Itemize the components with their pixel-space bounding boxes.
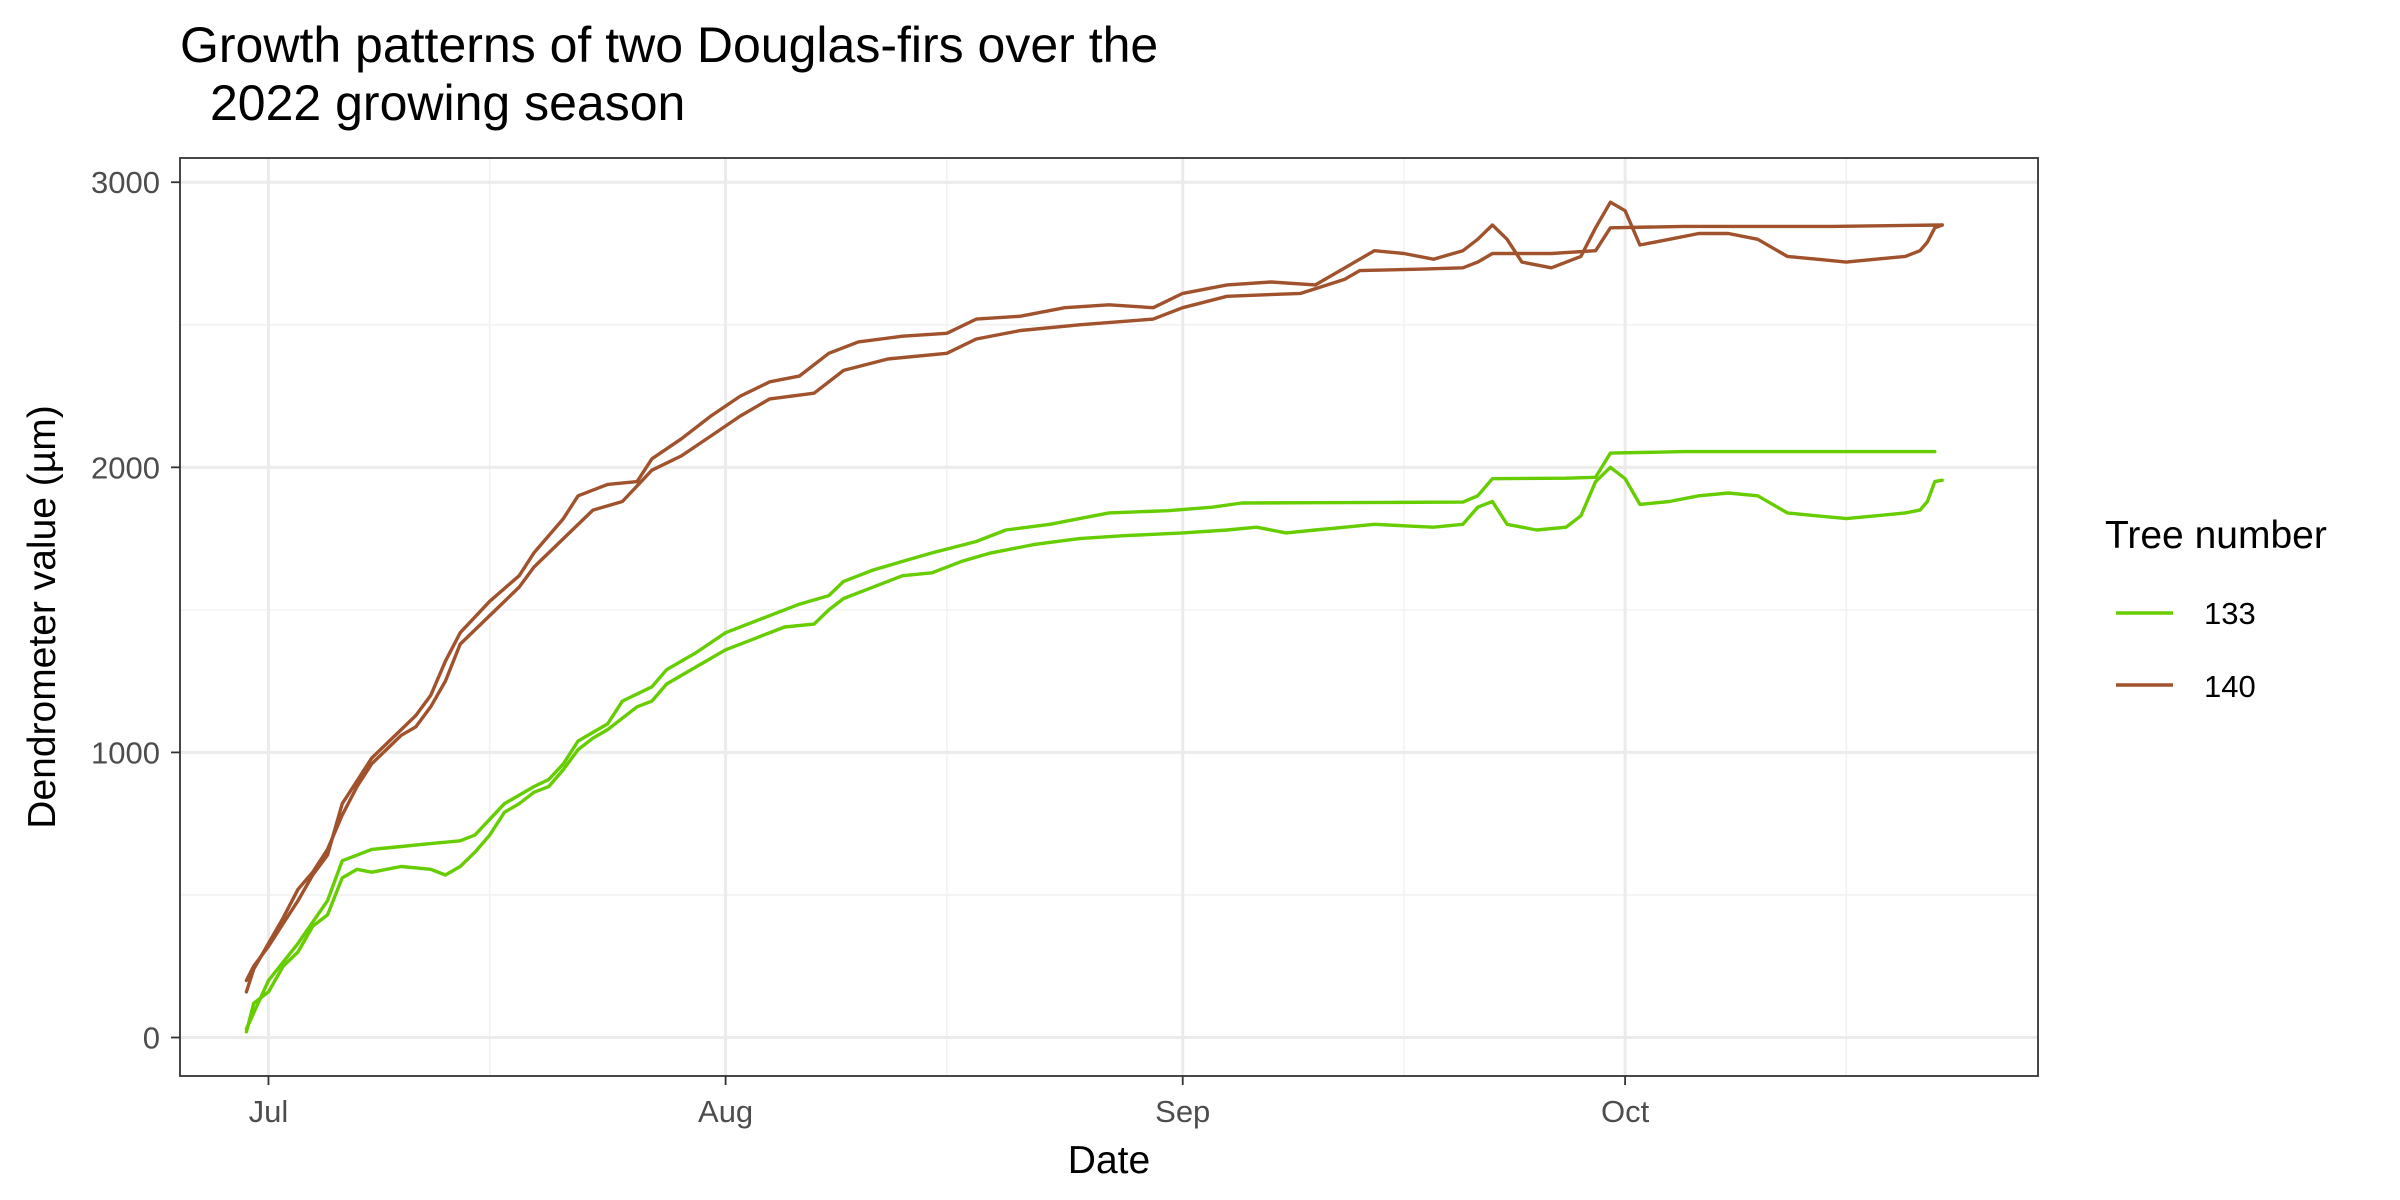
legend-label-133: 133: [2204, 596, 2256, 631]
y-axis-title: Dendrometer value (µm): [21, 405, 64, 828]
x-axis-title: Date: [1068, 1139, 1150, 1182]
series-133-measured-line: [244, 465, 1944, 1034]
grid-layer: [180, 158, 2038, 1076]
panel-border: [179, 157, 2039, 1077]
series-133-envelope-line: [244, 449, 1937, 1031]
tick-layer: 0 1000 2000 3000 Jul Aug Sep Oct: [91, 165, 1650, 1129]
y-tick-label: 1000: [91, 735, 160, 770]
x-tick-label: Aug: [698, 1094, 753, 1129]
y-tick-label: 2000: [91, 450, 160, 485]
x-tick-label: Jul: [249, 1094, 289, 1129]
y-tick-label: 3000: [91, 165, 160, 200]
legend: Tree number 133 140: [2105, 514, 2327, 704]
legend-title: Tree number: [2105, 514, 2327, 557]
series-140-envelope-line: [244, 223, 1944, 994]
chart-title-line-1: Growth patterns of two Douglas-firs over…: [180, 17, 1158, 73]
y-tick-label: 0: [143, 1021, 160, 1056]
series-140-measured-line: [244, 200, 1944, 983]
x-tick-label: Oct: [1601, 1094, 1650, 1129]
series-layer: [244, 200, 1944, 1034]
chart-title-line-2: 2022 growing season: [210, 75, 685, 131]
legend-label-140: 140: [2204, 669, 2256, 704]
x-tick-label: Sep: [1155, 1094, 1210, 1129]
